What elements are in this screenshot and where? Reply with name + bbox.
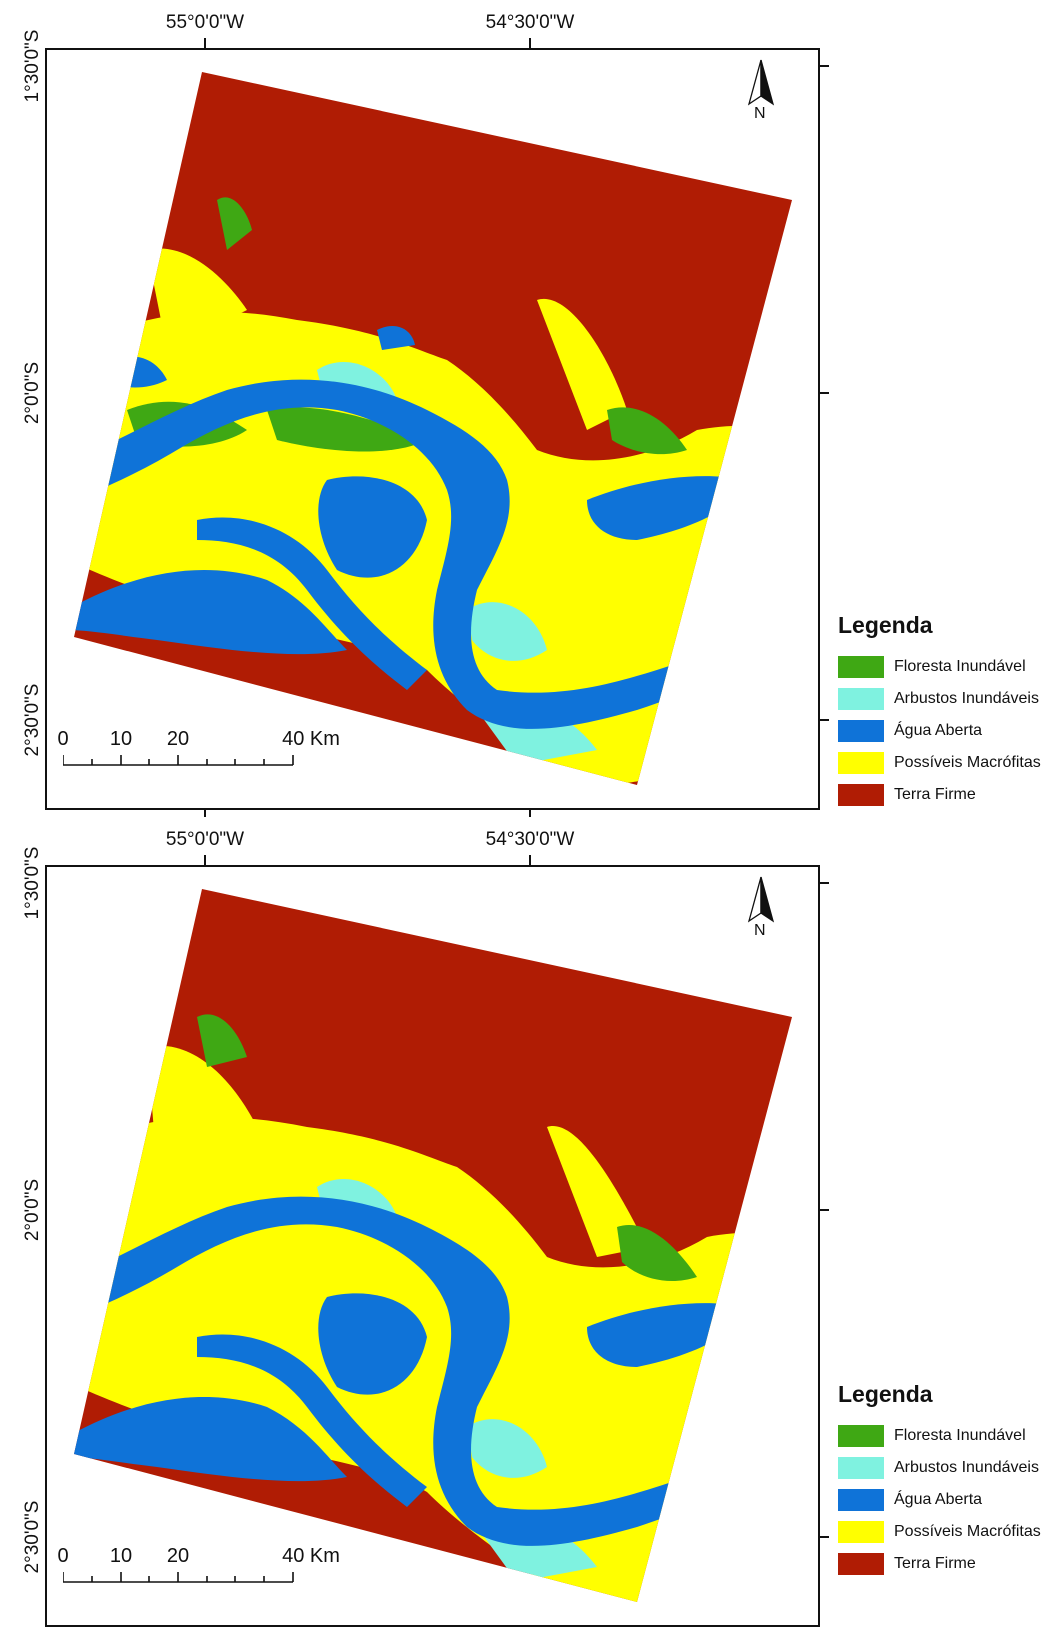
scale-label: 20 (166, 728, 190, 750)
agua-aberta-lake (318, 476, 427, 578)
swatch-terra-firme (838, 1553, 884, 1575)
land-cover-classification-map (74, 72, 792, 785)
north-arrow-icon (747, 876, 775, 923)
map-frame: N 0 10 20 40 Km (45, 48, 820, 810)
legend: Legenda Floresta Inundável Arbustos Inun… (838, 612, 1063, 811)
agua-aberta-lake (74, 570, 347, 655)
arbustos-area (467, 1419, 547, 1478)
north-label: N (754, 922, 766, 939)
land-cover-classification-map (74, 889, 792, 1602)
swatch-macrofitas (838, 1521, 884, 1543)
scale-label: 0 (57, 1545, 69, 1567)
agua-aberta-lake (318, 1293, 427, 1395)
swatch-floresta (838, 656, 884, 678)
legend-title: Legenda (838, 1381, 933, 1407)
arbustos-area (467, 602, 547, 661)
tick-right (820, 65, 829, 67)
floresta-area (267, 407, 427, 452)
latitude-label-2-30s: 2°30'0"S (22, 1500, 43, 1574)
legend-label: Água Aberta (894, 1491, 983, 1508)
legend-label: Possíveis Macrófitas (894, 1523, 1041, 1540)
tick-top (529, 38, 531, 49)
agua-aberta-lake (587, 476, 747, 540)
legend-item-arbustos: Arbustos Inundáveis (838, 683, 1063, 715)
north-arrow-icon (747, 59, 775, 106)
legend: Legenda Floresta Inundável Arbustos Inun… (838, 1381, 1063, 1580)
tick-right (820, 1209, 829, 1211)
legend-title: Legenda (838, 612, 933, 638)
legend-item-macrofitas: Possíveis Macrófitas (838, 1516, 1063, 1548)
map-panel-bottom: 55°0'0"W 54°30'0"W 1°30'0"S 2°0'0"S 2°30… (0, 817, 1063, 1634)
scale-label: 40 Km (282, 728, 340, 750)
legend-item-terra-firme: Terra Firme (838, 1548, 1063, 1580)
legend-label: Floresta Inundável (894, 658, 1026, 675)
agua-aberta-river (74, 379, 792, 729)
scale-label: 10 (109, 1545, 133, 1567)
scale-bar (63, 755, 294, 766)
latitude-label-1-30s: 1°30'0"S (22, 29, 43, 103)
north-label: N (754, 105, 766, 122)
legend-label: Terra Firme (894, 1555, 976, 1572)
agua-aberta-channel (197, 517, 427, 690)
longitude-label-55w: 55°0'0"W (165, 829, 245, 850)
legend-item-agua: Água Aberta (838, 715, 1063, 747)
macrofitas-area (147, 1045, 257, 1167)
swatch-arbustos (838, 688, 884, 710)
longitude-label-55w: 55°0'0"W (165, 12, 245, 33)
swatch-floresta (838, 1425, 884, 1447)
legend-label: Terra Firme (894, 786, 976, 803)
legend-item-floresta: Floresta Inundável (838, 651, 1063, 683)
agua-aberta-lake (377, 325, 415, 350)
latitude-label-2s: 2°0'0"S (22, 1178, 43, 1242)
legend-label: Arbustos Inundáveis (894, 1459, 1039, 1476)
tick-top (204, 38, 206, 49)
swatch-arbustos (838, 1457, 884, 1479)
tick-top (529, 855, 531, 866)
longitude-label-54-30w: 54°30'0"W (485, 12, 575, 33)
scale-label: 10 (109, 728, 133, 750)
tick-top (204, 855, 206, 866)
tick-right (820, 392, 829, 394)
legend-label: Água Aberta (894, 722, 983, 739)
agua-aberta-river (74, 1196, 792, 1546)
legend-item-arbustos: Arbustos Inundáveis (838, 1452, 1063, 1484)
floresta-area (217, 197, 252, 250)
legend-item-terra-firme: Terra Firme (838, 779, 1063, 811)
macrofitas-area (547, 1126, 647, 1257)
macrofitas-area (537, 298, 627, 430)
scale-label: 40 Km (282, 1545, 340, 1567)
legend-label: Possíveis Macrófitas (894, 754, 1041, 771)
legend-label: Floresta Inundável (894, 1427, 1026, 1444)
agua-aberta-channel (197, 1334, 427, 1507)
swatch-macrofitas (838, 752, 884, 774)
scale-label: 20 (166, 1545, 190, 1567)
latitude-label-1-30s: 1°30'0"S (22, 846, 43, 920)
swatch-agua (838, 1489, 884, 1511)
agua-aberta-lake (74, 1397, 347, 1482)
tick-bottom (529, 809, 531, 817)
map-frame: N 0 10 20 40 Km (45, 865, 820, 1627)
tick-right (820, 1536, 829, 1538)
legend-item-agua: Água Aberta (838, 1484, 1063, 1516)
floresta-area (197, 1014, 247, 1067)
macrofitas-area (74, 1117, 792, 1602)
tick-right (820, 882, 829, 884)
latitude-label-2-30s: 2°30'0"S (22, 683, 43, 757)
macrofitas-area (147, 248, 247, 350)
legend-item-floresta: Floresta Inundável (838, 1420, 1063, 1452)
map-panel-top: 55°0'0"W 54°30'0"W 1°30'0"S 2°0'0"S 2°30… (22, 12, 1063, 817)
swatch-terra-firme (838, 784, 884, 806)
agua-aberta-lake (587, 1303, 747, 1367)
tick-right (820, 719, 829, 721)
latitude-label-2s: 2°0'0"S (22, 361, 43, 425)
legend-label: Arbustos Inundáveis (894, 690, 1039, 707)
floresta-area (607, 407, 687, 455)
swatch-agua (838, 720, 884, 742)
floresta-area (617, 1225, 697, 1282)
tick-bottom (204, 809, 206, 817)
longitude-label-54-30w: 54°30'0"W (485, 829, 575, 850)
legend-item-macrofitas: Possíveis Macrófitas (838, 747, 1063, 779)
scale-bar (63, 1572, 294, 1583)
scale-label: 0 (57, 728, 69, 750)
